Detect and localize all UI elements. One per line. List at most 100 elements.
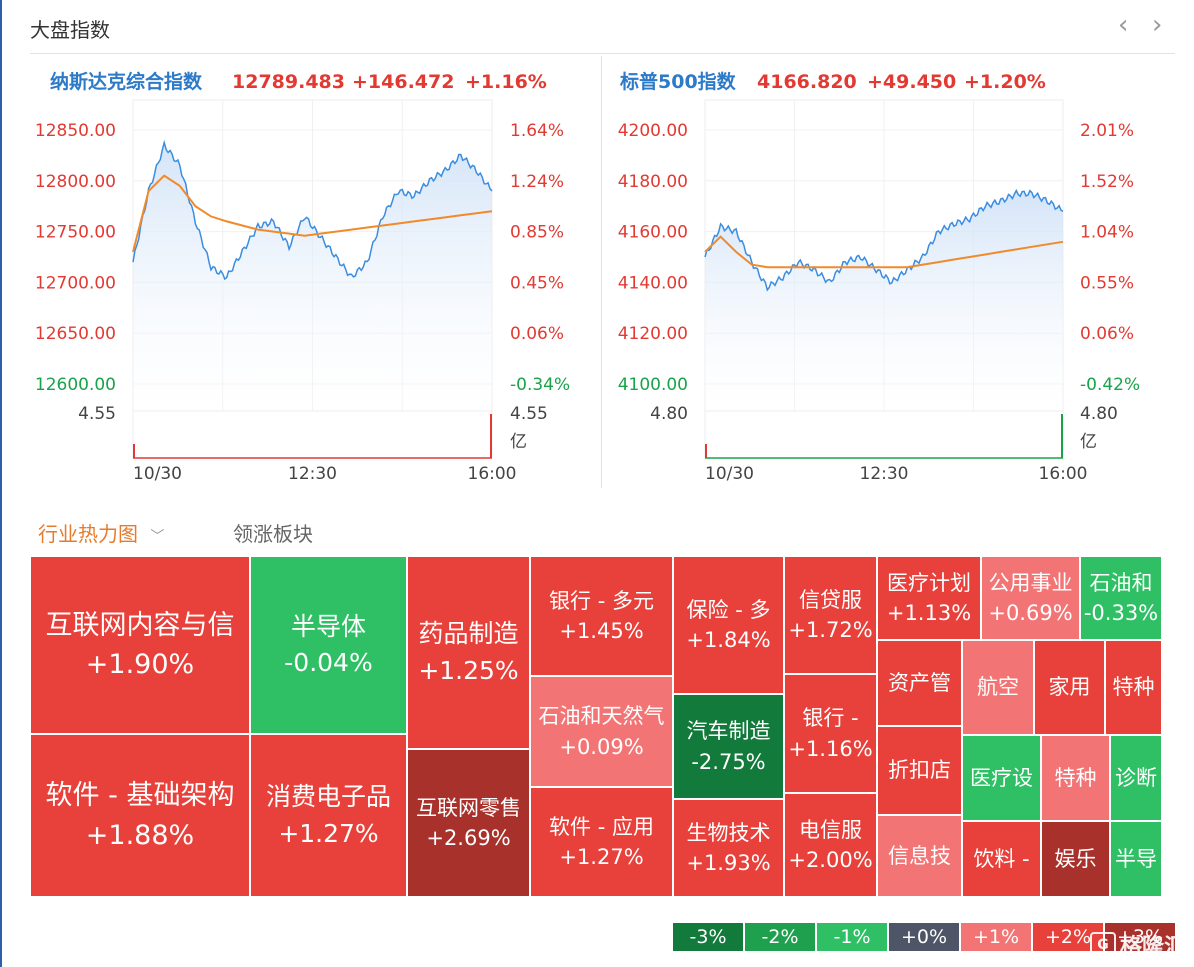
sector-name: 特种 [1054, 765, 1097, 790]
heatmap-cell[interactable]: 航空 [962, 640, 1034, 735]
heatmap-cell[interactable]: 医疗设 [962, 735, 1041, 821]
time-tick-label: 12:30 [288, 464, 337, 484]
pct-tick-label: 1.64% [510, 121, 564, 141]
index-change: +49.450 [867, 71, 956, 93]
heatmap-cell[interactable]: 信息技 [877, 815, 962, 897]
sector-pct: +1.25% [418, 655, 519, 685]
heatmap-cell[interactable]: 半导 [1110, 821, 1162, 897]
heatmap-cell[interactable]: 公用事业 +0.69% [981, 556, 1080, 640]
sector-name: 医疗计划 [887, 570, 971, 595]
sector-pct: +1.72% [788, 618, 873, 642]
logo-icon: G [1090, 932, 1116, 958]
price-tick-label: 4140.00 [618, 273, 688, 293]
heatmap-cell[interactable]: 药品制造 +1.25% [407, 556, 530, 749]
volume-label: 4.55 [78, 404, 116, 424]
price-area-fill [133, 142, 492, 412]
sector-name: 半导体 [290, 611, 366, 641]
sector-pct: +1.27% [278, 818, 379, 848]
heatmap-cell[interactable]: 资产管 [877, 640, 962, 726]
pct-tick-label: 0.06% [1080, 324, 1134, 344]
heatmap-cell[interactable]: 汽车制造 -2.75% [673, 694, 784, 799]
header-divider [30, 53, 1175, 54]
chevron-right-icon[interactable]: › [1152, 10, 1163, 40]
pct-tick-label: 0.85% [510, 223, 564, 243]
sector-pct: -0.04% [284, 648, 373, 677]
price-tick-label: 12750.00 [35, 223, 116, 243]
index-pct: +1.20% [964, 71, 1046, 93]
heatmap-cell[interactable]: 互联网内容与信 +1.90% [30, 556, 250, 734]
time-tick-label: 12:30 [860, 464, 909, 484]
heatmap-cell[interactable]: 电信服 +2.00% [784, 793, 877, 897]
index-name: 纳斯达克综合指数 [50, 70, 203, 93]
price-tick-label: 4200.00 [618, 121, 688, 141]
legend-item: +0% [889, 923, 959, 951]
heatmap-cell[interactable]: 软件 - 应用 +1.27% [530, 787, 673, 897]
price-tick-label: 12650.00 [35, 324, 116, 344]
index-name: 标普500指数 [620, 70, 737, 93]
tab-leading-sectors[interactable]: 领涨板块 [233, 522, 313, 546]
heatmap-cell[interactable]: 消费电子品 +1.27% [250, 734, 407, 897]
sector-name: 石油和 [1089, 570, 1153, 595]
volume-label-right: 4.80 [1080, 404, 1118, 424]
sector-pct: +0.69% [988, 601, 1073, 625]
heatmap-cell[interactable]: 医疗计划 +1.13% [877, 556, 981, 640]
volume-frame [132, 410, 493, 459]
sector-name: 消费电子品 [265, 782, 391, 812]
heatmap-cell[interactable]: 石油和天然气 +0.09% [530, 676, 673, 787]
sector-pct: +1.88% [85, 819, 195, 851]
sector-name: 信贷服 [799, 587, 862, 612]
chart-divider [601, 56, 602, 488]
sector-pct: +0.09% [559, 734, 644, 759]
sector-name: 诊断 [1115, 765, 1157, 790]
tab-industry-heatmap[interactable]: 行业热力图 ﹀ [38, 518, 164, 547]
heatmap-cell[interactable]: 特种 [1041, 735, 1110, 821]
heatmap-cell[interactable]: 生物技术 +1.93% [673, 799, 784, 897]
heatmap-cell[interactable]: 银行 - +1.16% [784, 674, 877, 793]
sp500-chart: 标普500指数 4166.820 +49.450 +1.20% 4200.00 4… [618, 70, 1140, 484]
sector-name: 药品制造 [418, 619, 519, 649]
volume-bar [490, 414, 492, 458]
heatmap-cell[interactable]: 软件 - 基础架构 +1.88% [30, 734, 250, 897]
heatmap-cell[interactable]: 诊断 [1110, 735, 1162, 821]
sector-name: 软件 - 基础架构 [45, 780, 235, 812]
volume-bar [705, 444, 707, 458]
sector-pct: -2.75% [691, 749, 766, 774]
heatmap-cell[interactable]: 半导体 -0.04% [250, 556, 407, 734]
sector-pct: +1.13% [886, 601, 972, 625]
sector-name: 信息技 [888, 843, 951, 868]
heatmap-cell[interactable]: 饮料 - [962, 821, 1041, 897]
time-tick-label: 16:00 [1039, 464, 1088, 484]
sector-pct: +2.00% [788, 848, 873, 872]
heatmap-cell[interactable]: 家用 [1034, 640, 1105, 735]
sector-name: 折扣店 [888, 758, 951, 783]
sector-name: 软件 - 应用 [549, 814, 654, 839]
legend-item: +1% [961, 923, 1031, 951]
pct-tick-label: -0.34% [510, 375, 570, 395]
heatmap-cell[interactable]: 娱乐 [1041, 821, 1110, 897]
average-line [704, 235, 1064, 269]
pct-tick-label: 0.06% [510, 324, 564, 344]
heatmap-cell[interactable]: 互联网零售 +2.69% [407, 749, 530, 897]
sector-pct: +1.93% [686, 851, 771, 875]
sector-name: 银行 - 多元 [549, 588, 654, 613]
chevron-left-icon[interactable]: ‹ [1118, 10, 1129, 40]
sector-name: 医疗设 [970, 765, 1033, 790]
volume-bar [133, 444, 135, 458]
heatmap-cell[interactable]: 折扣店 [877, 726, 962, 815]
heatmap-cell[interactable]: 石油和 -0.33% [1080, 556, 1162, 640]
price-tick-label: 4180.00 [618, 172, 688, 192]
heatmap-cell[interactable]: 信贷服 +1.72% [784, 556, 877, 674]
heatmap-cell[interactable]: 银行 - 多元 +1.45% [530, 556, 673, 676]
heatmap-cell[interactable]: 特种 [1105, 640, 1162, 735]
pct-tick-label: 0.55% [1080, 273, 1134, 293]
pct-tick-label: 1.04% [1080, 223, 1134, 243]
index-change: +146.472 [352, 71, 454, 93]
heatmap-cell[interactable]: 保险 - 多 +1.84% [673, 556, 784, 694]
sector-name: 娱乐 [1054, 846, 1097, 871]
volume-label: 4.80 [650, 404, 688, 424]
pct-tick-label: -0.42% [1080, 375, 1140, 395]
volume-unit: 亿 [1080, 432, 1097, 452]
sector-pct: +1.90% [85, 649, 195, 680]
volume-bar [1061, 414, 1063, 458]
sector-name: 生物技术 [686, 820, 771, 845]
